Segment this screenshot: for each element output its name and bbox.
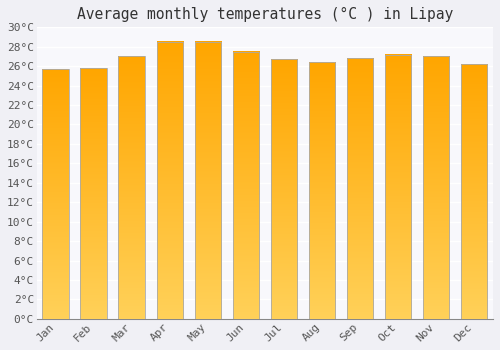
Title: Average monthly temperatures (°C ) in Lipay: Average monthly temperatures (°C ) in Li… — [77, 7, 453, 22]
Bar — [346, 58, 374, 319]
Bar — [156, 42, 183, 319]
Bar — [384, 55, 411, 319]
Bar — [118, 56, 145, 319]
Bar — [194, 42, 221, 319]
Bar — [80, 68, 107, 319]
Bar — [308, 62, 335, 319]
Bar — [270, 60, 297, 319]
Bar — [422, 56, 450, 319]
Bar — [42, 69, 69, 319]
Bar — [232, 51, 259, 319]
Bar — [460, 64, 487, 319]
